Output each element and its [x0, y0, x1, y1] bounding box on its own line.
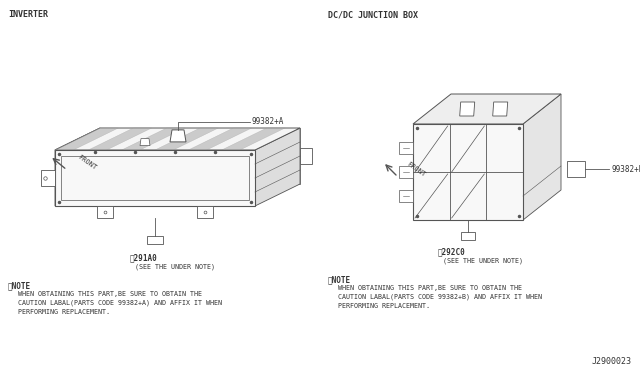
- Text: FRONT: FRONT: [406, 160, 427, 177]
- Polygon shape: [155, 128, 218, 150]
- Text: DC/DC JUNCTION BOX: DC/DC JUNCTION BOX: [328, 10, 418, 19]
- Polygon shape: [97, 206, 113, 218]
- Text: ※NOTE: ※NOTE: [8, 281, 31, 290]
- Text: J2900023: J2900023: [592, 357, 632, 366]
- Polygon shape: [188, 128, 252, 150]
- Polygon shape: [461, 232, 475, 240]
- Polygon shape: [399, 166, 413, 178]
- Polygon shape: [197, 206, 213, 218]
- Polygon shape: [170, 130, 186, 142]
- Polygon shape: [523, 94, 561, 220]
- Polygon shape: [147, 236, 163, 244]
- Text: ※292C0: ※292C0: [438, 247, 466, 256]
- Polygon shape: [55, 150, 255, 206]
- Polygon shape: [221, 128, 285, 150]
- Polygon shape: [41, 170, 55, 186]
- Polygon shape: [55, 128, 100, 206]
- Text: INVERTER: INVERTER: [8, 10, 48, 19]
- Text: ※291A0: ※291A0: [130, 253, 157, 262]
- Text: ※NOTE: ※NOTE: [328, 275, 351, 284]
- Polygon shape: [100, 128, 300, 184]
- Polygon shape: [399, 142, 413, 154]
- Polygon shape: [413, 124, 523, 220]
- Polygon shape: [88, 128, 152, 150]
- Text: WHEN OBTAINING THIS PART,BE SURE TO OBTAIN THE
CAUTION LABAL(PARTS CODE 99382+A): WHEN OBTAINING THIS PART,BE SURE TO OBTA…: [18, 291, 222, 315]
- Text: 99382+B: 99382+B: [611, 164, 640, 173]
- Polygon shape: [413, 94, 561, 124]
- Polygon shape: [460, 102, 475, 116]
- Polygon shape: [399, 190, 413, 202]
- Polygon shape: [255, 128, 300, 206]
- Polygon shape: [55, 128, 300, 150]
- Text: (SEE THE UNDER NOTE): (SEE THE UNDER NOTE): [135, 263, 215, 269]
- Polygon shape: [122, 128, 185, 150]
- Text: 99382+A: 99382+A: [252, 118, 284, 126]
- Polygon shape: [493, 102, 508, 116]
- Polygon shape: [300, 148, 312, 164]
- Polygon shape: [140, 139, 150, 145]
- Polygon shape: [567, 161, 585, 177]
- Text: WHEN OBTAINING THIS PART,BE SURE TO OBTAIN THE
CAUTION LABAL(PARTS CODE 99382+B): WHEN OBTAINING THIS PART,BE SURE TO OBTA…: [338, 285, 542, 310]
- Text: (SEE THE UNDER NOTE): (SEE THE UNDER NOTE): [443, 257, 523, 263]
- Polygon shape: [55, 128, 118, 150]
- Text: FRONT: FRONT: [77, 153, 98, 170]
